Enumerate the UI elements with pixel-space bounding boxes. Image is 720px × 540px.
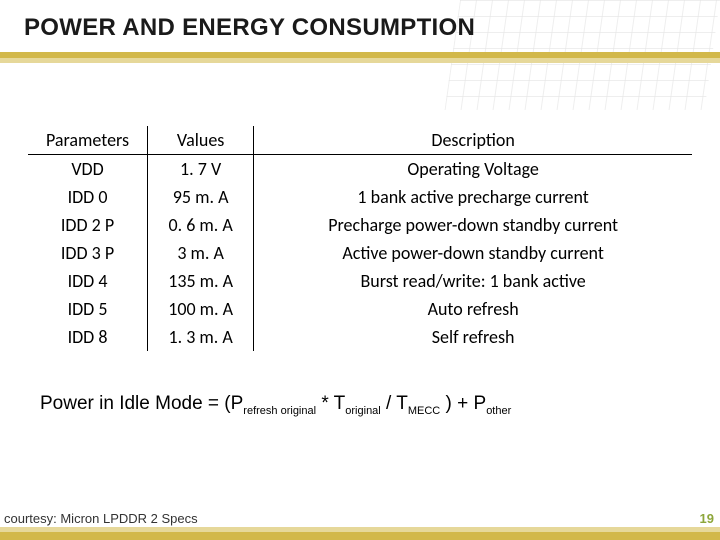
cell-param: IDD 0 — [28, 183, 148, 211]
courtesy-text: courtesy: Micron LPDDR 2 Specs — [4, 511, 198, 526]
cell-value: 1. 7 V — [148, 155, 254, 184]
cell-desc: 1 bank active precharge current — [254, 183, 692, 211]
cell-value: 3 m. A — [148, 239, 254, 267]
table-header-row: Parameters Values Description — [28, 126, 692, 155]
cell-param: IDD 5 — [28, 295, 148, 323]
table-row: IDD 2 P 0. 6 m. A Precharge power-down s… — [28, 211, 692, 239]
col-header-description: Description — [254, 126, 692, 155]
cell-param: IDD 8 — [28, 323, 148, 351]
parameters-table: Parameters Values Description VDD 1. 7 V… — [28, 126, 692, 351]
cell-param: IDD 3 P — [28, 239, 148, 267]
footer-accent-dark — [0, 532, 720, 540]
table-row: IDD 8 1. 3 m. A Self refresh — [28, 323, 692, 351]
cell-desc: Auto refresh — [254, 295, 692, 323]
col-header-values: Values — [148, 126, 254, 155]
accent-bar-bottom — [0, 58, 720, 63]
cell-desc: Operating Voltage — [254, 155, 692, 184]
table-row: IDD 3 P 3 m. A Active power-down standby… — [28, 239, 692, 267]
cell-param: IDD 2 P — [28, 211, 148, 239]
cell-value: 135 m. A — [148, 267, 254, 295]
table-row: IDD 4 135 m. A Burst read/write: 1 bank … — [28, 267, 692, 295]
slide-title: POWER AND ENERGY CONSUMPTION — [24, 14, 696, 42]
formula-sub: other — [486, 405, 511, 417]
table-row: VDD 1. 7 V Operating Voltage — [28, 155, 692, 184]
cell-value: 0. 6 m. A — [148, 211, 254, 239]
formula-sub: MECC — [408, 405, 440, 417]
accent-bar — [0, 52, 720, 70]
formula-text: * T — [316, 393, 345, 414]
formula: Power in Idle Mode = (Prefresh original … — [0, 393, 720, 417]
col-header-parameters: Parameters — [28, 126, 148, 155]
cell-param: VDD — [28, 155, 148, 184]
footer: courtesy: Micron LPDDR 2 Specs 19 — [0, 514, 720, 540]
parameters-table-wrap: Parameters Values Description VDD 1. 7 V… — [28, 126, 692, 351]
title-area: POWER AND ENERGY CONSUMPTION — [0, 0, 720, 52]
table-row: IDD 0 95 m. A 1 bank active precharge cu… — [28, 183, 692, 211]
formula-text: ) + P — [440, 393, 486, 414]
page-number: 19 — [700, 511, 714, 526]
cell-param: IDD 4 — [28, 267, 148, 295]
slide: POWER AND ENERGY CONSUMPTION Parameters … — [0, 0, 720, 540]
cell-value: 100 m. A — [148, 295, 254, 323]
table-body: VDD 1. 7 V Operating Voltage IDD 0 95 m.… — [28, 155, 692, 352]
formula-sub: original — [345, 405, 380, 417]
formula-text: Power in Idle Mode = (P — [40, 393, 243, 414]
cell-desc: Precharge power-down standby current — [254, 211, 692, 239]
table-row: IDD 5 100 m. A Auto refresh — [28, 295, 692, 323]
formula-text: / T — [381, 393, 408, 414]
cell-desc: Burst read/write: 1 bank active — [254, 267, 692, 295]
cell-desc: Active power-down standby current — [254, 239, 692, 267]
cell-desc: Self refresh — [254, 323, 692, 351]
cell-value: 95 m. A — [148, 183, 254, 211]
formula-sub: refresh original — [243, 405, 316, 417]
cell-value: 1. 3 m. A — [148, 323, 254, 351]
